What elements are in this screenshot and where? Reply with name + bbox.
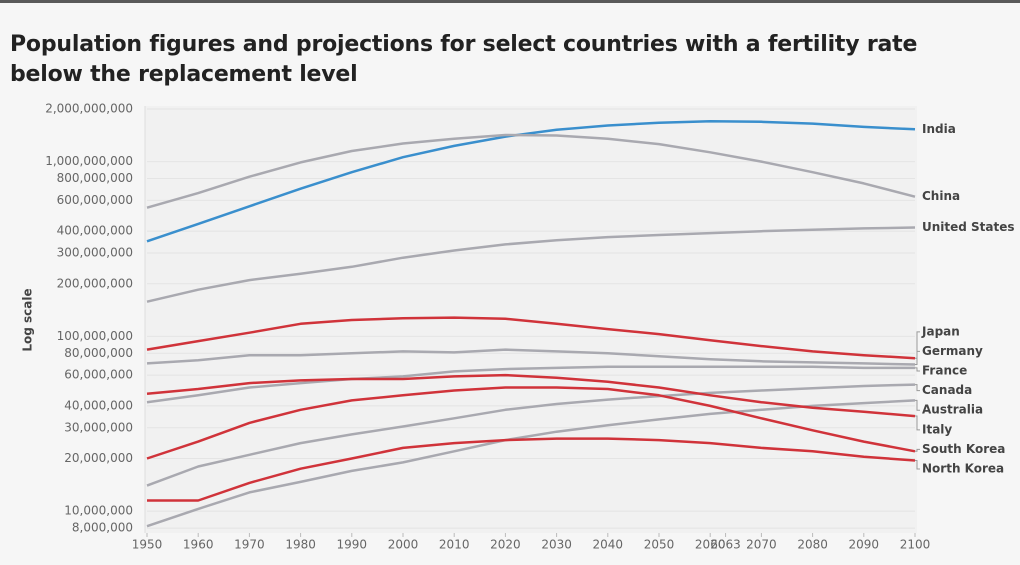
series-label: North Korea [922,462,1004,476]
y-tick-label: 80,000,000 [64,346,133,360]
series-line [146,120,916,243]
x-tick-label: 1950 [132,538,163,552]
x-tick-label: 2030 [541,538,572,552]
x-tick-label: 2040 [593,538,624,552]
series-line [146,373,916,418]
series-label: Canada [922,383,972,397]
label-connector [915,367,920,372]
chart-title: Population figures and projections for s… [10,32,918,87]
series-line [146,348,916,366]
label-connector [915,399,920,411]
series-label: China [922,189,960,203]
x-tick-label: 2090 [849,538,880,552]
y-tick-label: 200,000,000 [57,276,133,290]
y-tick-label: 30,000,000 [64,420,133,434]
y-tick-label: 100,000,000 [57,329,133,343]
y-tick-label: 40,000,000 [64,398,133,412]
label-connector [915,384,920,392]
x-tick-label: 2050 [644,538,675,552]
y-tick-label: 60,000,000 [64,368,133,382]
series-label: South Korea [922,442,1005,456]
y-tick-label: 800,000,000 [57,171,133,185]
label-connector [915,415,920,431]
x-tick-label: 1990 [337,538,368,552]
series-label: Germany [922,344,983,358]
series-label: United States [922,220,1015,234]
y-tick-label: 10,000,000 [64,504,133,518]
x-tick-label: 2010 [439,538,470,552]
x-tick-label: 2063 [710,538,741,552]
x-tick-label: 2000 [388,538,419,552]
label-connector [915,459,920,470]
plot-area [145,106,917,533]
x-tick-label: 2070 [746,538,777,552]
series-line [146,365,915,404]
series-line [147,437,916,502]
label-connector [915,448,920,452]
series-label: Japan [921,324,960,338]
y-tick-label: 8,000,000 [72,521,133,535]
series-line [146,399,916,528]
series-label: France [922,364,967,378]
series-line [146,386,916,460]
x-tick-label: 1980 [285,538,316,552]
series-label: Australia [922,403,983,417]
x-tick-label: 1970 [234,538,265,552]
y-tick-label: 1,000,000,000 [45,154,133,168]
y-axis-title: Log scale [21,288,35,351]
series-line [146,226,916,303]
series-line [146,133,916,209]
y-tick-label: 600,000,000 [57,193,133,207]
y-tick-label: 400,000,000 [57,224,133,238]
top-bar [0,0,1020,3]
label-connector [915,350,920,366]
label-connector [915,331,920,359]
x-tick-label: 2100 [900,538,931,552]
series-label: India [922,122,956,136]
y-tick-label: 20,000,000 [64,451,133,465]
series-line [146,383,916,487]
x-tick-label: 1960 [183,538,214,552]
series-line [146,316,916,360]
x-tick-label: 2060 [695,538,726,552]
y-tick-label: 300,000,000 [57,245,133,259]
x-tick-label: 2080 [797,538,828,552]
series-label: Italy [922,422,952,436]
y-tick-label: 2,000,000,000 [45,102,133,116]
x-tick-label: 2020 [490,538,521,552]
